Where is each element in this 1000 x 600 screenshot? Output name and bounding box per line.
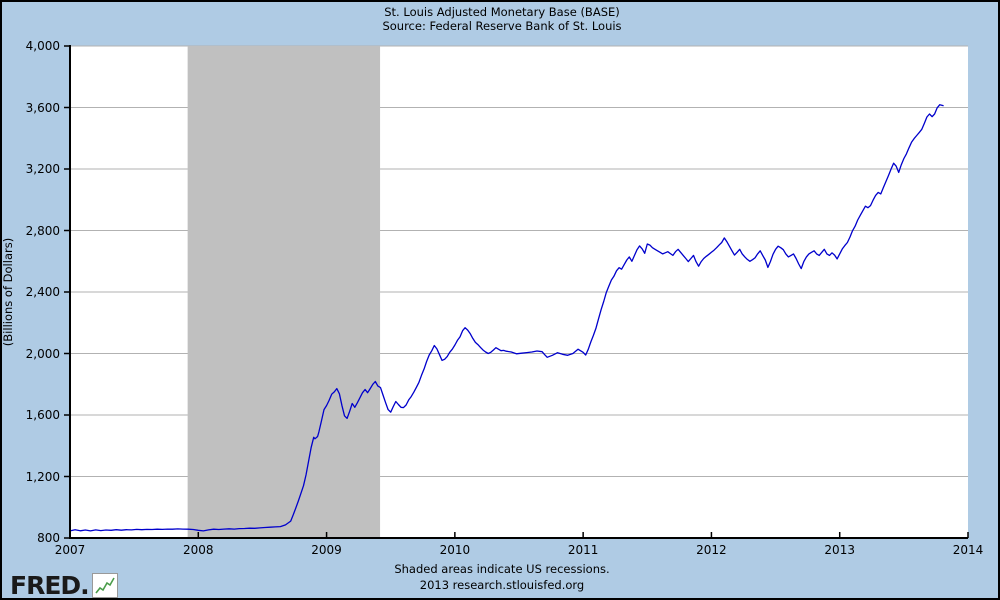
data-line [69, 104, 944, 532]
y-tick-label: 800 [37, 531, 60, 545]
x-tick-label: 2010 [439, 543, 471, 557]
fred-logo: FRED. [10, 573, 118, 598]
y-tick-label: 2,400 [25, 285, 60, 299]
fred-logo-chart-icon [91, 573, 118, 598]
y-tick-label: 2,000 [25, 346, 60, 361]
x-tick-label: 2014 [952, 543, 984, 557]
chart-title: St. Louis Adjusted Monetary Base (BASE) [384, 5, 620, 19]
y-tick-label: 1,200 [25, 469, 60, 484]
y-tick-label: 3,600 [25, 100, 60, 115]
x-tick-label: 2012 [696, 543, 727, 557]
recession-band [187, 46, 381, 538]
fred-logo-dot: . [80, 570, 90, 600]
y-tick-label: 2,800 [25, 223, 60, 238]
y-tick-label: 3,200 [25, 162, 60, 176]
y-tick-label: 4,000 [25, 39, 60, 53]
fred-logo-text: FRED [10, 570, 81, 600]
x-tick-label: 2011 [567, 543, 599, 557]
x-tick-label: 2009 [311, 543, 342, 557]
chart-subtitle: Source: Federal Reserve Bank of St. Loui… [382, 19, 622, 33]
y-tick-label: 1,600 [25, 408, 60, 422]
x-tick-label: 2008 [183, 543, 214, 557]
source-credit: 2013 research.stlouisfed.org [419, 578, 585, 592]
x-tick-label: 2013 [824, 543, 855, 557]
recession-note: Shaded areas indicate US recessions. [394, 562, 610, 576]
x-tick-label: 2007 [54, 543, 86, 557]
